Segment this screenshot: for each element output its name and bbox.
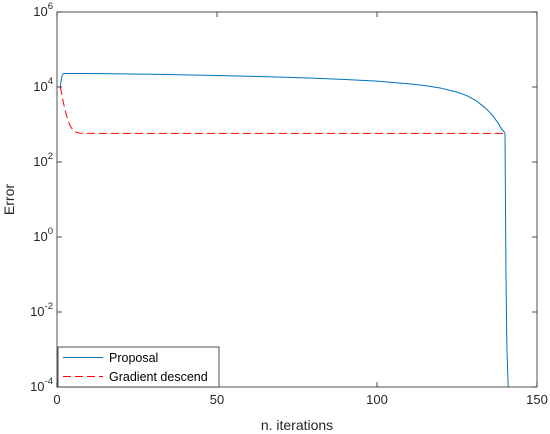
plot-frame (56, 11, 538, 388)
y-tick-label: 10-4 (30, 376, 53, 394)
tick-labels-layer: 0 50 100 150 10-4 10-2 100 102 104 106 (30, 1, 548, 407)
x-axis-label: n. iterations (261, 417, 333, 433)
y-tick-label: 102 (33, 151, 53, 169)
x-tick-label: 0 (53, 392, 60, 407)
x-tick-label: 100 (366, 392, 388, 407)
y-tick-label: 106 (33, 1, 53, 19)
legend-label-proposal: Proposal (109, 351, 158, 365)
legend-box (57, 346, 220, 388)
y-axis-label: Error (1, 184, 17, 215)
y-tick-label: 10-2 (30, 301, 53, 319)
legend: Proposal Gradient descend (57, 346, 220, 388)
series-line-proposal (59, 72, 509, 388)
plot-area (57, 12, 537, 387)
series-layer (59, 72, 509, 388)
y-tick-label: 100 (33, 226, 53, 244)
x-tick-label: 50 (210, 392, 224, 407)
legend-label-gradient-descend: Gradient descend (109, 370, 208, 384)
series-line-gradient-descend (59, 86, 505, 134)
y-tick-label: 104 (33, 76, 53, 94)
x-tick-label: 150 (526, 392, 548, 407)
